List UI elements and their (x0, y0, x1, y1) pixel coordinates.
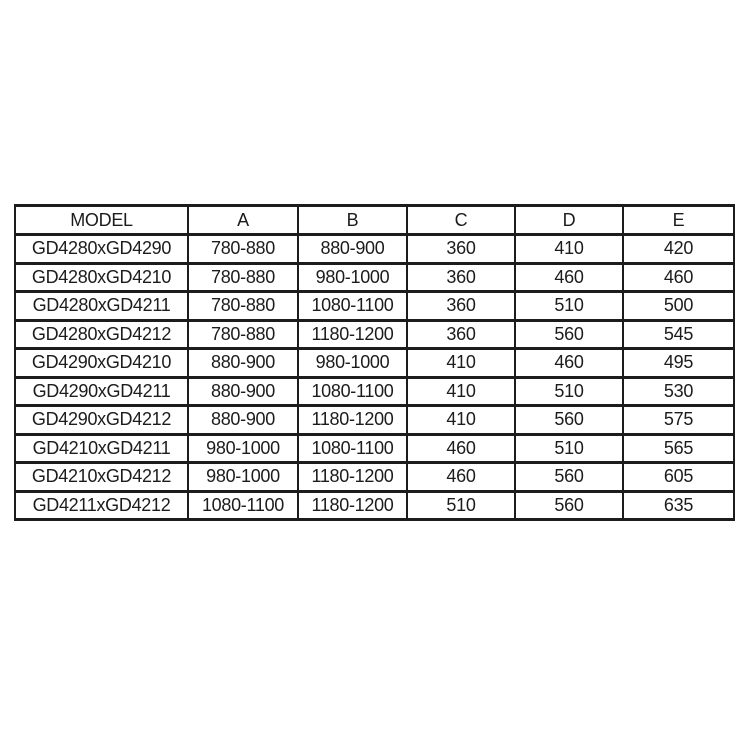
dimension-spec-table: MODEL A B C D E GD4280xGD4290 780-880 880-… (14, 204, 735, 521)
model-cell: GD4210xGD4211 (14, 432, 189, 464)
table-row: GD4280xGD4212 780-880 1180-1200 360 560 545 (14, 318, 735, 350)
dim-c-cell: 360 (406, 290, 516, 322)
dim-b-cell: 1180-1200 (297, 318, 408, 350)
model-cell: GD4211xGD4212 (14, 489, 189, 521)
dim-c-cell: 510 (406, 489, 516, 521)
dim-d-cell: 510 (514, 375, 624, 407)
dim-d-cell: 560 (514, 489, 624, 521)
model-cell: GD4280xGD4210 (14, 261, 189, 293)
dim-a-cell: 780-880 (187, 233, 299, 265)
table-row: GD4210xGD4212 980-1000 1180-1200 460 560 605 (14, 461, 735, 493)
dim-d-cell: 410 (514, 233, 624, 265)
dim-c-cell: 410 (406, 347, 516, 379)
dim-a-cell: 780-880 (187, 261, 299, 293)
dim-d-cell: 460 (514, 261, 624, 293)
spec-table-container: MODEL A B C D E GD4280xGD4290 780-880 880-… (14, 204, 735, 521)
model-cell: GD4280xGD4290 (14, 233, 189, 265)
table-body: GD4280xGD4290 780-880 880-900 360 410 420 GD42… (14, 233, 735, 521)
header-cell-d: D (514, 204, 624, 236)
dim-c-cell: 460 (406, 432, 516, 464)
dim-b-cell: 1080-1100 (297, 432, 408, 464)
dim-d-cell: 510 (514, 432, 624, 464)
model-cell: GD4290xGD4210 (14, 347, 189, 379)
dim-e-cell: 635 (622, 489, 735, 521)
dim-d-cell: 560 (514, 318, 624, 350)
model-cell: GD4210xGD4212 (14, 461, 189, 493)
table-row: GD4280xGD4211 780-880 1080-1100 360 510 500 (14, 290, 735, 322)
dim-b-cell: 980-1000 (297, 261, 408, 293)
dim-d-cell: 560 (514, 461, 624, 493)
dim-a-cell: 880-900 (187, 347, 299, 379)
table-row: GD4290xGD4211 880-900 1080-1100 410 510 530 (14, 375, 735, 407)
table-row: GD4210xGD4211 980-1000 1080-1100 460 510 565 (14, 432, 735, 464)
dim-b-cell: 1180-1200 (297, 489, 408, 521)
dim-b-cell: 1080-1100 (297, 290, 408, 322)
dim-e-cell: 575 (622, 404, 735, 436)
header-cell-a: A (187, 204, 299, 236)
dim-a-cell: 880-900 (187, 375, 299, 407)
dim-e-cell: 530 (622, 375, 735, 407)
dim-c-cell: 360 (406, 318, 516, 350)
model-cell: GD4280xGD4211 (14, 290, 189, 322)
header-cell-b: B (297, 204, 408, 236)
dim-a-cell: 780-880 (187, 290, 299, 322)
dim-d-cell: 560 (514, 404, 624, 436)
dim-c-cell: 460 (406, 461, 516, 493)
dim-d-cell: 460 (514, 347, 624, 379)
dim-a-cell: 1080-1100 (187, 489, 299, 521)
dim-c-cell: 410 (406, 375, 516, 407)
table-row: GD4211xGD4212 1080-1100 1180-1200 510 560 635 (14, 489, 735, 521)
model-cell: GD4290xGD4211 (14, 375, 189, 407)
dim-e-cell: 605 (622, 461, 735, 493)
dim-e-cell: 545 (622, 318, 735, 350)
model-cell: GD4290xGD4212 (14, 404, 189, 436)
dim-a-cell: 980-1000 (187, 461, 299, 493)
header-cell-c: C (406, 204, 516, 236)
dim-e-cell: 565 (622, 432, 735, 464)
dim-b-cell: 1080-1100 (297, 375, 408, 407)
table-row: GD4280xGD4290 780-880 880-900 360 410 420 (14, 233, 735, 265)
dim-e-cell: 495 (622, 347, 735, 379)
dim-b-cell: 980-1000 (297, 347, 408, 379)
dim-c-cell: 360 (406, 261, 516, 293)
header-row: MODEL A B C D E (14, 204, 735, 236)
dim-c-cell: 360 (406, 233, 516, 265)
header-cell-e: E (622, 204, 735, 236)
table-row: GD4280xGD4210 780-880 980-1000 360 460 460 (14, 261, 735, 293)
dim-a-cell: 780-880 (187, 318, 299, 350)
dim-e-cell: 500 (622, 290, 735, 322)
dim-b-cell: 1180-1200 (297, 461, 408, 493)
table-header: MODEL A B C D E (14, 204, 735, 236)
table-row: GD4290xGD4210 880-900 980-1000 410 460 495 (14, 347, 735, 379)
table-row: GD4290xGD4212 880-900 1180-1200 410 560 575 (14, 404, 735, 436)
dim-e-cell: 460 (622, 261, 735, 293)
dim-c-cell: 410 (406, 404, 516, 436)
dim-a-cell: 880-900 (187, 404, 299, 436)
model-cell: GD4280xGD4212 (14, 318, 189, 350)
dim-a-cell: 980-1000 (187, 432, 299, 464)
dim-b-cell: 880-900 (297, 233, 408, 265)
header-cell-model: MODEL (14, 204, 189, 236)
dim-e-cell: 420 (622, 233, 735, 265)
dim-b-cell: 1180-1200 (297, 404, 408, 436)
dim-d-cell: 510 (514, 290, 624, 322)
